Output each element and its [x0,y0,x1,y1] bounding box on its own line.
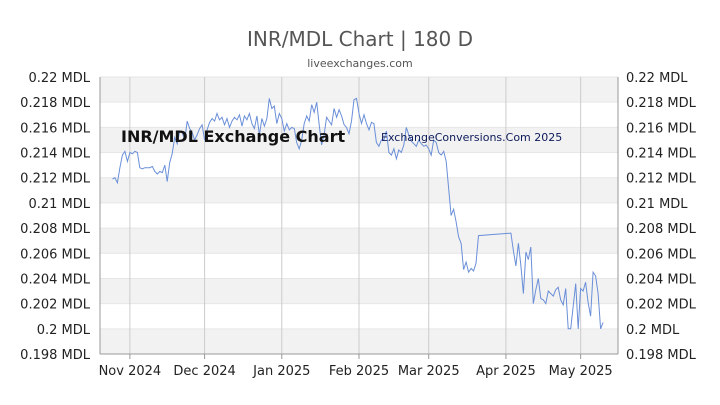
y-tick-label-right: 0.198 MDL [626,348,697,363]
x-tick-label: Dec 2024 [173,364,235,379]
chart-annotation-left: INR/MDL Exchange Chart [121,127,345,146]
y-tick-label-right: 0.214 MDL [626,147,697,162]
x-tick-label: Apr 2025 [476,364,536,379]
y-axis-left-ticks: 0.198 MDL 0.2 MDL 0.202 MDL 0.204 MDL 0.206 … [20,71,91,363]
x-tick-label: Nov 2024 [99,364,162,379]
x-tick-label: Jan 2025 [252,364,310,379]
y-axis-right-ticks: 0.198 MDL 0.2 MDL 0.202 MDL 0.204 MDL 0.206 … [626,71,697,363]
y-tick-label-left: 0.198 MDL [20,348,91,363]
series-line [112,97,604,330]
chart-annotation-right: ExchangeConversions.Com 2025 [381,131,562,144]
y-tick-label-right: 0.206 MDL [626,247,697,262]
y-tick-label-right: 0.22 MDL [626,71,688,86]
y-tick-label-left: 0.206 MDL [20,247,91,262]
y-tick-label-right: 0.21 MDL [626,197,688,212]
y-tick-label-left: 0.204 MDL [20,272,91,287]
y-tick-label-right: 0.2 MDL [626,323,680,338]
y-tick-label-right: 0.218 MDL [626,96,697,111]
y-tick-label-left: 0.216 MDL [20,121,91,136]
y-tick-label-left: 0.214 MDL [20,147,91,162]
chart-title: INR/MDL Chart | 180 D [247,27,473,51]
x-tick-label: Feb 2025 [329,364,389,379]
y-tick-label-left: 0.202 MDL [20,298,91,313]
y-tick-label-left: 0.208 MDL [20,222,91,237]
y-tick-label-right: 0.212 MDL [626,172,697,187]
y-tick-label-left: 0.2 MDL [37,323,91,338]
y-tick-label-right: 0.216 MDL [626,121,697,136]
y-tick-label-right: 0.204 MDL [626,272,697,287]
y-tick-label-right: 0.202 MDL [626,298,697,313]
y-tick-label-right: 0.208 MDL [626,222,697,237]
y-tick-label-left: 0.212 MDL [20,172,91,187]
y-tick-label-left: 0.21 MDL [28,197,90,212]
x-tick-label: May 2025 [549,364,613,379]
x-tick-label: Mar 2025 [398,364,460,379]
chart-subtitle: liveexchanges.com [307,57,412,70]
y-tick-label-left: 0.218 MDL [20,96,91,111]
x-axis-ticks: Nov 2024 Dec 2024 Jan 2025 Feb 2025 Mar 2025… [99,354,613,379]
y-tick-label-left: 0.22 MDL [28,71,90,86]
